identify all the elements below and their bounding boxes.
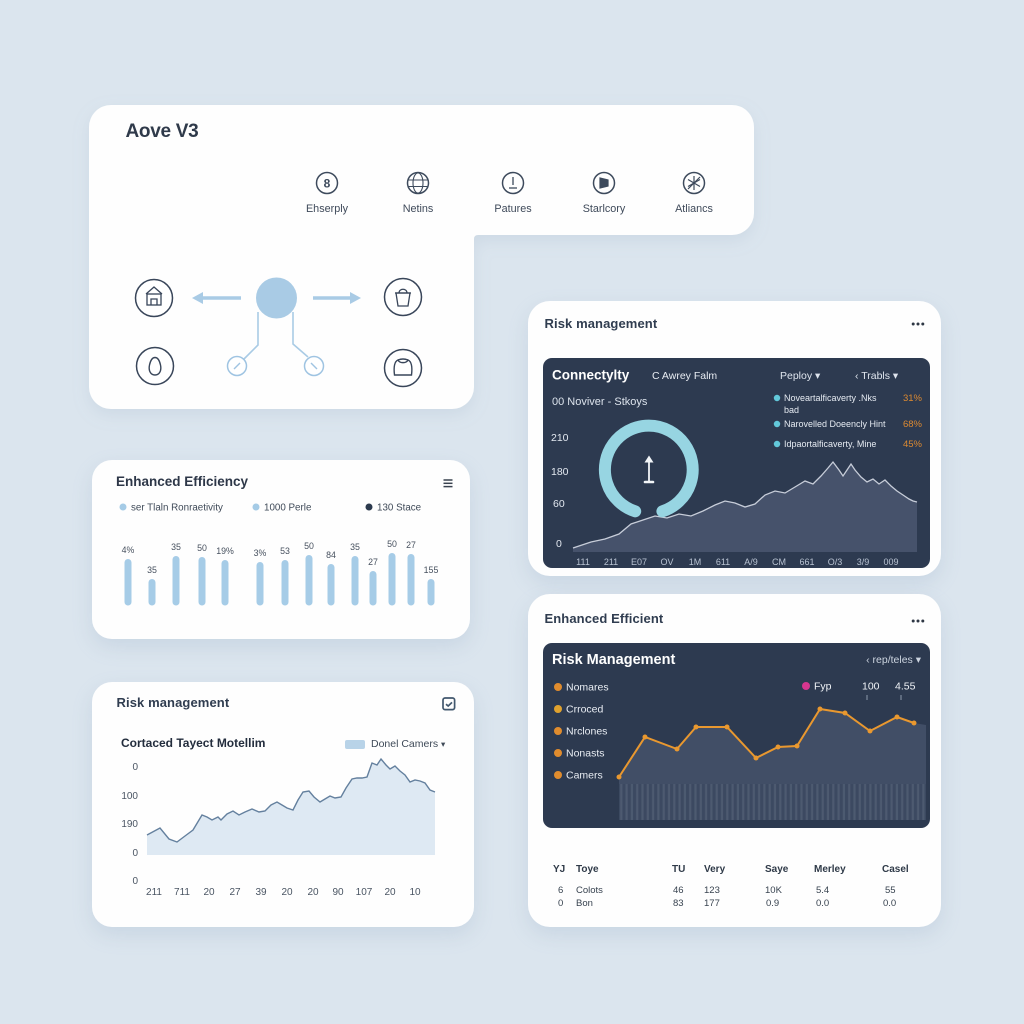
svg-text:10K: 10K — [765, 885, 783, 896]
svg-text:5.4: 5.4 — [816, 885, 829, 896]
svg-text:211: 211 — [146, 887, 162, 898]
svg-text:Merley: Merley — [814, 864, 846, 875]
svg-text:6: 6 — [558, 885, 563, 896]
svg-text:111: 111 — [576, 557, 590, 567]
svg-text:20: 20 — [203, 887, 215, 898]
svg-text:20: 20 — [307, 887, 319, 898]
svg-text:YJ: YJ — [553, 864, 565, 875]
svg-text:10: 10 — [409, 887, 421, 898]
svg-text:50: 50 — [304, 541, 314, 551]
svg-text:bad: bad — [784, 405, 799, 415]
svg-text:177: 177 — [704, 898, 720, 909]
svg-text:1M: 1M — [689, 557, 702, 567]
svg-text:100: 100 — [862, 681, 880, 693]
svg-text:Toye: Toye — [576, 864, 599, 875]
svg-text:Starlcory: Starlcory — [583, 203, 626, 215]
svg-text:611: 611 — [716, 557, 730, 567]
svg-text:20: 20 — [281, 887, 293, 898]
svg-text:68%: 68% — [903, 419, 923, 430]
svg-text:83: 83 — [673, 898, 684, 909]
svg-text:Saye: Saye — [765, 864, 789, 875]
svg-text:Connectylty: Connectylty — [552, 368, 630, 383]
svg-text:4%: 4% — [122, 545, 135, 555]
svg-text:O/3: O/3 — [828, 557, 843, 567]
svg-text:55: 55 — [885, 885, 896, 896]
svg-text:E07: E07 — [631, 557, 647, 567]
svg-text:Nonasts: Nonasts — [566, 748, 605, 760]
svg-text:Idpaortalficaverty, Mine: Idpaortalficaverty, Mine — [784, 439, 876, 449]
svg-text:27: 27 — [406, 540, 416, 550]
svg-text:OV: OV — [660, 557, 673, 567]
svg-text:‹ Trabls ▾: ‹ Trabls ▾ — [855, 370, 899, 382]
svg-text:00 Noviver - Stkoys: 00 Noviver - Stkoys — [552, 396, 648, 408]
svg-text:90: 90 — [332, 887, 344, 898]
svg-text:Fyp: Fyp — [814, 681, 832, 693]
svg-text:155: 155 — [424, 565, 439, 575]
svg-text:53: 53 — [280, 546, 290, 556]
svg-text:190: 190 — [121, 819, 138, 830]
svg-text:50: 50 — [387, 540, 397, 549]
svg-text:0: 0 — [556, 538, 562, 550]
svg-text:Ehserply: Ehserply — [306, 203, 349, 215]
svg-text:31%: 31% — [903, 393, 923, 404]
svg-text:Atliancs: Atliancs — [675, 203, 713, 215]
svg-text:100: 100 — [121, 791, 138, 802]
svg-text:TU: TU — [672, 864, 685, 875]
svg-text:Crroced: Crroced — [566, 704, 604, 716]
svg-text:180: 180 — [551, 466, 569, 478]
svg-text:Narovelled Doeencly Hint: Narovelled Doeencly Hint — [784, 419, 886, 429]
svg-text:0: 0 — [132, 762, 138, 773]
svg-text:0.0: 0.0 — [883, 898, 896, 909]
svg-text:4.55: 4.55 — [895, 681, 916, 693]
svg-text:Bon: Bon — [576, 898, 593, 909]
svg-text:0: 0 — [132, 876, 138, 887]
svg-text:A/9: A/9 — [744, 557, 758, 567]
svg-text:‹ rep/teles ▾: ‹ rep/teles ▾ — [866, 654, 922, 666]
svg-text:0: 0 — [558, 898, 563, 909]
svg-text:84: 84 — [326, 550, 336, 560]
svg-text:Casel: Casel — [882, 864, 909, 875]
svg-text:130 Stace: 130 Stace — [377, 503, 422, 514]
svg-text:20: 20 — [384, 887, 396, 898]
svg-text:60: 60 — [553, 498, 565, 510]
svg-text:0: 0 — [132, 848, 138, 859]
svg-text:107: 107 — [356, 887, 373, 898]
svg-text:Nomares: Nomares — [566, 682, 609, 694]
svg-text:Netins: Netins — [403, 203, 434, 215]
svg-text:50: 50 — [197, 543, 207, 553]
svg-text:46: 46 — [673, 885, 684, 896]
svg-text:C Awrey Falm: C Awrey Falm — [652, 370, 717, 382]
svg-text:Noveartalficaverty .Nks: Noveartalficaverty .Nks — [784, 393, 877, 403]
svg-text:0.0: 0.0 — [816, 898, 829, 909]
svg-text:661: 661 — [799, 557, 814, 567]
svg-text:CM: CM — [772, 557, 786, 567]
svg-text:ser Tlaln Ronraetivity: ser Tlaln Ronraetivity — [131, 503, 223, 514]
svg-text:3/9: 3/9 — [857, 557, 870, 567]
svg-text:210: 210 — [551, 432, 569, 444]
svg-text:211: 211 — [604, 557, 618, 567]
svg-text:35: 35 — [171, 542, 181, 552]
svg-text:3%: 3% — [254, 548, 267, 558]
svg-text:Peploy ▾: Peploy ▾ — [780, 370, 821, 382]
svg-text:45%: 45% — [903, 439, 923, 450]
svg-text:39: 39 — [255, 887, 267, 898]
svg-text:Colots: Colots — [576, 885, 603, 896]
svg-text:Risk Management: Risk Management — [552, 652, 675, 668]
svg-text:1000 Perle: 1000 Perle — [264, 503, 312, 514]
svg-text:8: 8 — [324, 177, 331, 191]
svg-text:27: 27 — [368, 557, 378, 567]
svg-text:009: 009 — [883, 557, 898, 567]
svg-text:Very: Very — [704, 864, 726, 875]
svg-text:0.9: 0.9 — [766, 898, 779, 909]
svg-text:Patures: Patures — [494, 203, 532, 215]
svg-text:Nrclones: Nrclones — [566, 726, 607, 738]
svg-text:27: 27 — [229, 887, 241, 898]
svg-text:Camers: Camers — [566, 770, 603, 782]
svg-text:35: 35 — [350, 542, 360, 552]
svg-text:19%: 19% — [216, 546, 234, 556]
svg-text:35: 35 — [147, 565, 157, 575]
svg-text:123: 123 — [704, 885, 720, 896]
svg-text:711: 711 — [174, 887, 190, 898]
